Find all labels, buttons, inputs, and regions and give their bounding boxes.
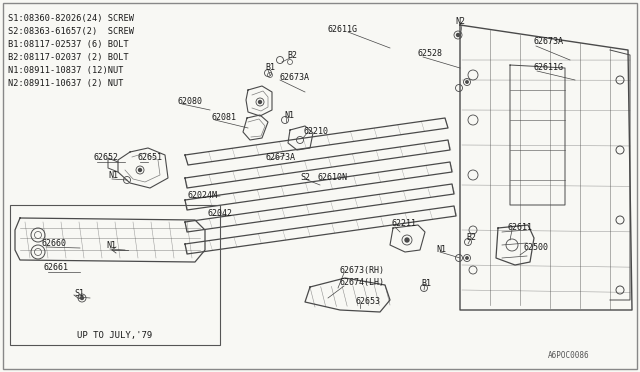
- Text: B1: B1: [421, 279, 431, 288]
- Text: 62611G: 62611G: [328, 26, 358, 35]
- Text: A6POC0086: A6POC0086: [548, 351, 589, 360]
- Text: 62081: 62081: [211, 113, 236, 122]
- Text: B2: B2: [287, 51, 297, 60]
- Text: 62042: 62042: [208, 208, 233, 218]
- Text: 62661: 62661: [44, 263, 69, 273]
- Text: 62673A: 62673A: [266, 153, 296, 161]
- Text: 62500: 62500: [523, 243, 548, 251]
- Text: 62211: 62211: [391, 219, 416, 228]
- Text: N2:08911-10637 (2) NUT: N2:08911-10637 (2) NUT: [8, 79, 124, 88]
- Circle shape: [466, 81, 468, 83]
- Circle shape: [456, 33, 460, 36]
- Text: 62660: 62660: [42, 240, 67, 248]
- Text: N1: N1: [284, 110, 294, 119]
- Circle shape: [405, 238, 409, 242]
- Text: 62673(RH): 62673(RH): [340, 266, 385, 275]
- Text: B2:08117-02037 (2) BOLT: B2:08117-02037 (2) BOLT: [8, 53, 129, 62]
- Text: S1:08360-82026(24) SCREW: S1:08360-82026(24) SCREW: [8, 14, 134, 23]
- Text: S1: S1: [74, 289, 84, 298]
- Text: 62210: 62210: [304, 126, 329, 135]
- Circle shape: [138, 169, 141, 171]
- Text: 62611: 62611: [508, 222, 533, 231]
- Text: N1: N1: [108, 171, 118, 180]
- Text: 62610N: 62610N: [318, 173, 348, 182]
- Text: 62080: 62080: [178, 96, 203, 106]
- Text: S2: S2: [300, 173, 310, 182]
- Text: S2:08363-61657(2)  SCREW: S2:08363-61657(2) SCREW: [8, 27, 134, 36]
- Text: 62673A: 62673A: [533, 36, 563, 45]
- Text: 62653: 62653: [356, 296, 381, 305]
- Circle shape: [259, 100, 262, 103]
- Text: UP TO JULY,'79: UP TO JULY,'79: [77, 331, 152, 340]
- Text: N1: N1: [106, 241, 116, 250]
- Text: 62611G: 62611G: [533, 64, 563, 73]
- Text: 62674(LH): 62674(LH): [340, 278, 385, 286]
- Text: N1: N1: [436, 244, 446, 253]
- Text: 62673A: 62673A: [279, 73, 309, 81]
- Text: B1: B1: [265, 64, 275, 73]
- Circle shape: [466, 257, 468, 259]
- Text: N2: N2: [455, 16, 465, 26]
- Circle shape: [81, 296, 83, 299]
- Text: B2: B2: [466, 232, 476, 241]
- Text: N1:08911-10837 (12)NUT: N1:08911-10837 (12)NUT: [8, 66, 124, 75]
- Text: 62528: 62528: [417, 49, 442, 58]
- Text: 62652: 62652: [93, 154, 118, 163]
- Text: B1:08117-02537 (6) BOLT: B1:08117-02537 (6) BOLT: [8, 40, 129, 49]
- Text: 62651: 62651: [137, 154, 162, 163]
- Text: 62024M: 62024M: [188, 190, 218, 199]
